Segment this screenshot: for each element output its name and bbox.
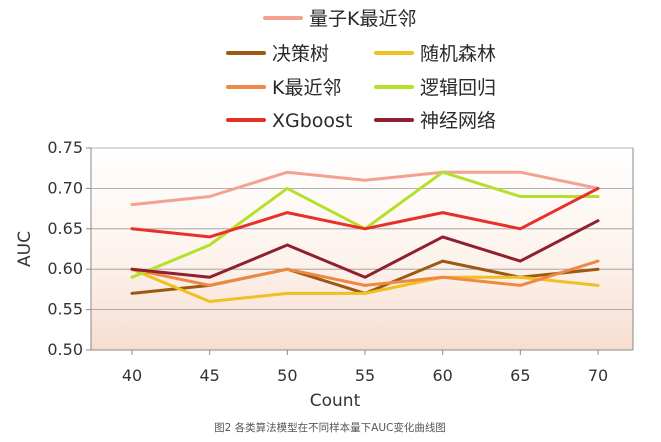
x-tick-label: 40 [122,366,142,385]
x-tick-labels: 40 45 50 55 60 65 70 [122,350,608,385]
legend-label: 逻辑回归 [420,77,496,99]
y-tick-label: 0.55 [47,300,83,319]
y-tick-label: 0.60 [47,259,83,278]
x-tick-label: 70 [588,366,608,385]
legend-label: 量子K最近邻 [309,8,416,30]
y-tick-label: 0.70 [47,178,83,197]
legend-label: 决策树 [272,43,329,65]
series-line-2 [130,267,600,303]
x-tick-label: 65 [510,366,530,385]
y-tick-labels: 0.50 0.55 0.60 0.65 0.70 0.75 [47,138,91,359]
x-tick-label: 50 [277,366,297,385]
x-tick-label: 55 [355,366,375,385]
legend-label: 随机森林 [420,43,496,65]
y-tick-label: 0.75 [47,138,83,157]
series-line-0 [130,170,600,207]
series-line-6 [130,219,600,279]
legend-label: K最近邻 [272,77,341,99]
legend-label: 神经网络 [420,110,496,132]
x-axis-title: Count [310,391,361,411]
series-line-5 [130,186,600,239]
y-tick-label: 0.65 [47,219,83,238]
figure-caption: 图2 各类算法模型在不同样本量下AUC变化曲线图 [214,421,446,434]
x-tick-label: 45 [199,366,219,385]
series-line-3 [130,259,600,287]
y-axis-title: AUC [15,231,35,267]
legend-label: XGboost [272,110,352,132]
x-tick-label: 60 [432,366,452,385]
series-lines [130,170,600,303]
y-tick-label: 0.50 [47,340,83,359]
